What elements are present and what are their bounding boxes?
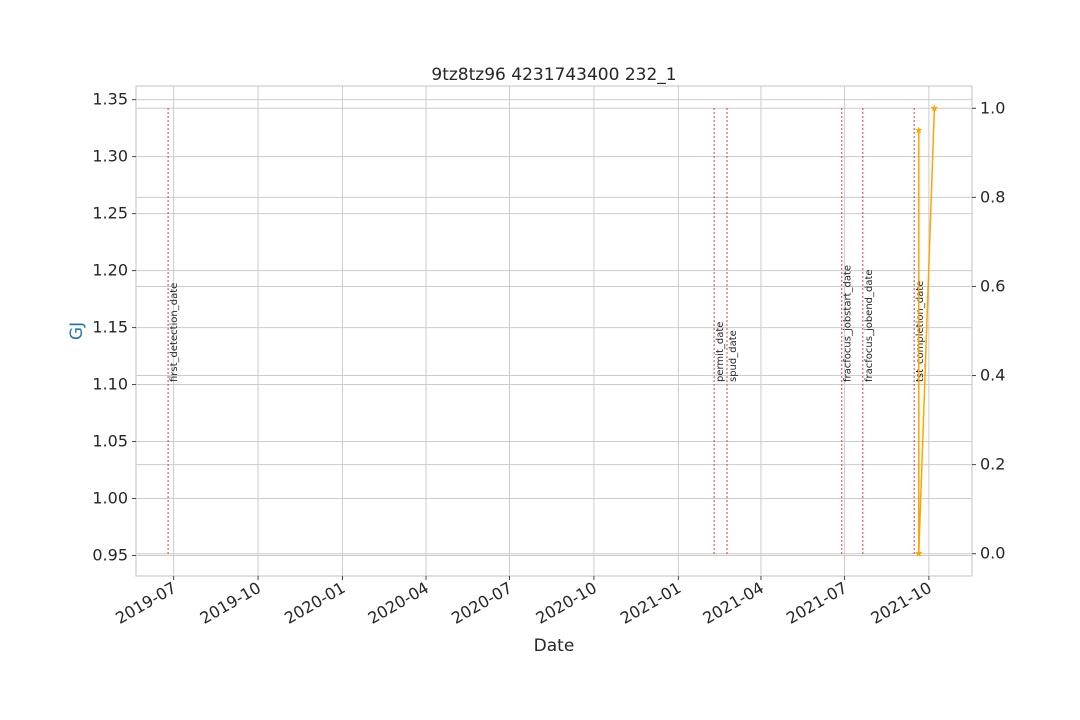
right-tick-label: 1.0 <box>980 98 1005 117</box>
left-tick-label: 1.20 <box>92 261 128 280</box>
x-tick-label: 2020-04 <box>365 578 432 628</box>
x-tick-label: 2020-07 <box>448 578 515 628</box>
right-tick-label: 0.6 <box>980 276 1005 295</box>
x-tick-label: 2020-10 <box>533 578 600 628</box>
left-tick-label: 1.25 <box>92 204 128 223</box>
x-axis-ticks: 2019-07 2019-10 2020-01 2020-04 2020-07 2020-… <box>112 576 935 628</box>
data-point: ★ <box>914 549 923 560</box>
left-tick-label: 1.30 <box>92 147 128 166</box>
left-tick-label: 1.15 <box>92 318 128 337</box>
left-tick-label: 1.00 <box>92 489 128 508</box>
left-tick-label: 1.10 <box>92 375 128 394</box>
data-point: ★ <box>930 103 939 114</box>
y-axis-label: GJ <box>67 322 87 340</box>
left-tick-label: 1.35 <box>92 90 128 109</box>
x-axis-label: Date <box>534 636 575 656</box>
right-tick-label: 0.4 <box>980 366 1005 385</box>
x-tick-label: 2021-10 <box>867 578 934 628</box>
left-tick-label: 1.05 <box>92 432 128 451</box>
right-tick-label: 0.2 <box>980 455 1005 474</box>
x-tick-label: 2020-01 <box>281 578 348 628</box>
right-tick-label: 0.0 <box>980 544 1005 563</box>
x-tick-label: 2019-07 <box>112 578 179 628</box>
series-line <box>918 108 936 554</box>
left-axis-ticks: 0.95 1.00 1.05 1.10 1.15 1.20 1.25 1.30 1.35 <box>92 90 136 564</box>
data-point: ★ <box>914 549 923 560</box>
data-point: ★ <box>914 126 923 137</box>
event-label: permit_date <box>715 322 726 382</box>
x-tick-label: 2021-07 <box>783 578 850 628</box>
event-label: fracfocus_jobend_date <box>864 269 875 382</box>
x-tick-label: 2021-04 <box>700 578 767 628</box>
x-tick-label: 2019-10 <box>197 578 264 628</box>
plot-frame <box>135 85 973 577</box>
event-label: spud_date <box>728 330 739 382</box>
right-axis-ticks: 0.0 0.2 0.4 0.6 0.8 1.0 <box>972 98 1005 563</box>
event-label: first_detection_date <box>169 283 180 382</box>
event-label: fracfocus_jobstart_date <box>843 265 854 382</box>
left-tick-label: 0.95 <box>92 545 128 564</box>
chart-title: 9tz8tz96 4231743400 232_1 <box>431 65 676 85</box>
grid-lines <box>136 86 972 576</box>
x-tick-label: 2021-01 <box>617 578 684 628</box>
right-tick-label: 0.8 <box>980 187 1005 206</box>
event-label: tst_completion_date <box>915 281 926 382</box>
event-markers: first_detection_date permit_date spud_date… <box>167 108 926 554</box>
series-layer: ★★★★ <box>914 103 939 559</box>
